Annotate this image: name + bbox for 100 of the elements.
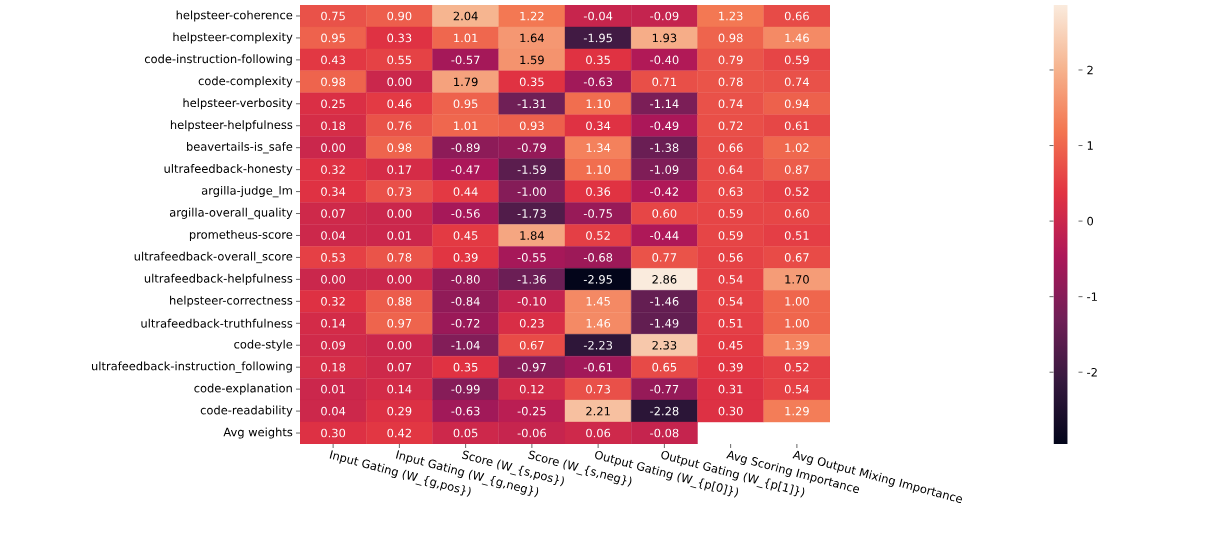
y-tick-label: code-explanation: [194, 383, 292, 395]
color-bar-label: 2: [1087, 65, 1093, 75]
data-label: 0.77: [652, 253, 677, 262]
data-label: 0.00: [387, 77, 412, 87]
data-label: -1.73: [517, 209, 546, 218]
data-label: -2.23: [583, 340, 613, 350]
data-label: 0.59: [784, 55, 809, 65]
data-label: 0.46: [387, 99, 412, 109]
data-label: 0.25: [321, 99, 345, 109]
data-label: 0.90: [387, 11, 412, 21]
data-label: -0.42: [650, 187, 679, 196]
data-label: 0.23: [519, 318, 544, 328]
data-label: -0.06: [517, 428, 546, 438]
data-label: 0.95: [321, 33, 345, 43]
data-label: 0.66: [784, 11, 809, 21]
data-label: 0.00: [321, 275, 346, 284]
y-tick-label: helpsteer-complexity: [173, 32, 293, 44]
data-label: -0.09: [650, 11, 679, 21]
data-label: -0.77: [650, 384, 679, 394]
data-label: 0.54: [784, 384, 809, 394]
data-label: 0.95: [453, 99, 478, 109]
data-label: -1.04: [451, 340, 480, 350]
data-label: 1.46: [586, 318, 611, 328]
y-tick-label: code-instruction-following: [144, 54, 292, 66]
y-tick-label: code-style: [234, 339, 293, 351]
data-label: -0.72: [451, 318, 480, 328]
data-label: 0.73: [387, 187, 412, 196]
y-tick-label: ultrafeedback-instruction_following: [91, 361, 292, 373]
data-label: 0.98: [387, 143, 412, 153]
data-label: -0.56: [451, 209, 480, 218]
data-label: 0.66: [718, 143, 743, 153]
data-label: 0.35: [453, 362, 478, 372]
data-label: 0.74: [784, 77, 809, 87]
data-label: -0.99: [451, 384, 480, 394]
data-label: -0.08: [650, 428, 679, 438]
y-tick-label: ultrafeedback-overall_score: [134, 251, 293, 264]
data-label: 0.04: [321, 231, 346, 240]
data-label: -1.46: [650, 297, 679, 306]
data-label: 0.53: [321, 253, 345, 262]
data-label: 0.71: [652, 77, 677, 87]
data-label: -1.31: [517, 99, 546, 109]
data-label: -1.95: [583, 33, 612, 43]
data-label: 0.88: [387, 297, 412, 306]
data-label: 1.00: [785, 318, 809, 328]
data-label: -0.40: [650, 55, 679, 65]
data-label: -1.36: [517, 275, 546, 284]
data-label: 1.23: [719, 11, 743, 21]
color-bar-label: -2: [1087, 367, 1097, 377]
data-label: 0.18: [321, 362, 346, 372]
data-label: 0.94: [784, 99, 809, 109]
data-label: 0.72: [718, 121, 743, 131]
y-tick-label: helpsteer-coherence: [176, 10, 293, 22]
data-label: -0.84: [451, 297, 480, 306]
data-label: 0.51: [718, 318, 743, 328]
y-tick-label: Avg weights: [223, 427, 293, 439]
data-label: 0.30: [321, 428, 346, 438]
data-label: 1.29: [785, 406, 809, 416]
data-label: -0.63: [451, 406, 480, 416]
y-tick-label: argilla-overall_quality: [169, 207, 293, 220]
data-label: 0.35: [519, 77, 544, 87]
y-tick-label: ultrafeedback-honesty: [164, 164, 293, 176]
y-tick-label: beavertails-is_safe: [187, 141, 293, 154]
data-label: 0.60: [784, 209, 809, 218]
data-label: -0.47: [451, 165, 480, 174]
data-label: -1.59: [517, 165, 546, 174]
data-label: 0.54: [718, 275, 743, 284]
y-tick-label: helpsteer-helpfulness: [170, 120, 293, 132]
data-label: -0.49: [650, 121, 679, 131]
data-label: 1.79: [454, 77, 478, 87]
data-label: 0.67: [519, 340, 544, 350]
data-label: -0.25: [517, 406, 546, 416]
data-label: 0.52: [784, 362, 809, 372]
data-label: 0.05: [453, 428, 478, 438]
data-label: 0.65: [652, 362, 677, 372]
data-label: -1.49: [650, 318, 679, 328]
data-label: 1.45: [586, 297, 610, 306]
data-label: 0.32: [321, 297, 345, 306]
y-tick-label: ultrafeedback-helpfulness: [144, 273, 293, 285]
data-label: 0.55: [387, 55, 412, 65]
data-label: -1.09: [650, 165, 679, 174]
y-tick-label: helpsteer-verbosity: [183, 98, 293, 110]
data-label: 0.79: [718, 55, 743, 65]
data-label: -0.79: [517, 143, 546, 153]
data-label: 0.52: [784, 187, 809, 196]
data-label: 0.30: [718, 406, 743, 416]
data-label: 0.60: [652, 209, 677, 218]
data-label: -0.10: [517, 297, 546, 306]
y-tick-label: ultrafeedback-truthfulness: [141, 318, 293, 328]
data-label: 0.43: [321, 55, 345, 65]
data-label: 0.97: [387, 318, 412, 328]
data-label: 0.18: [321, 121, 346, 131]
data-label: -1.14: [650, 99, 679, 108]
data-label: 1.34: [586, 143, 611, 153]
data-label: 0.34: [586, 121, 611, 131]
data-label: 0.07: [321, 209, 345, 218]
data-label: 1.00: [785, 297, 809, 306]
data-label: 1.93: [652, 33, 677, 43]
data-label: 0.61: [784, 121, 809, 131]
data-label: 0.93: [519, 121, 544, 131]
data-label: 0.33: [387, 33, 412, 43]
